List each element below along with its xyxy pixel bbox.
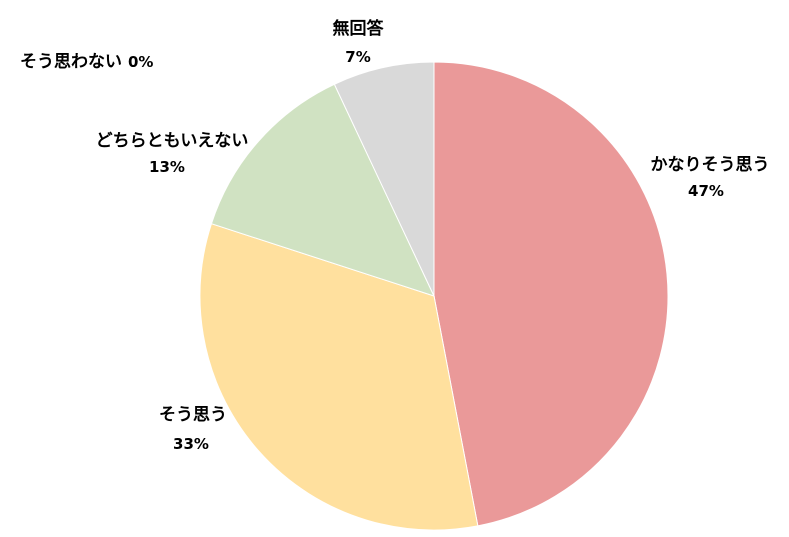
slice-label-dochira-tomo-ienai: どちらともいえない bbox=[96, 131, 249, 151]
slice-value-kanari-sou-omou: 47% bbox=[688, 182, 724, 200]
pie-slice-1 bbox=[199, 223, 479, 531]
slice-value-sou-omowanai: 0% bbox=[128, 53, 153, 71]
slice-label-sou-omowanai: そう思わない 0% bbox=[20, 52, 153, 72]
slice-label-kanari-sou-omou: かなりそう思う bbox=[651, 155, 770, 175]
pie-slice-2 bbox=[210, 83, 435, 297]
slice-value-sou-omou: 33% bbox=[173, 435, 209, 453]
slice-value-mukaitou: 7% bbox=[345, 48, 370, 66]
slice-value-dochira-tomo-ienai: 13% bbox=[149, 158, 185, 176]
slice-label-sou-omou: そう思う bbox=[159, 405, 227, 425]
pie-slice-3 bbox=[333, 61, 435, 297]
pie-slices bbox=[199, 61, 669, 531]
slice-label-mukaitou: 無回答 bbox=[333, 18, 385, 39]
slice-label-sou-omowanai-text: そう思わない bbox=[20, 52, 122, 72]
pie-slice-0 bbox=[433, 61, 669, 527]
